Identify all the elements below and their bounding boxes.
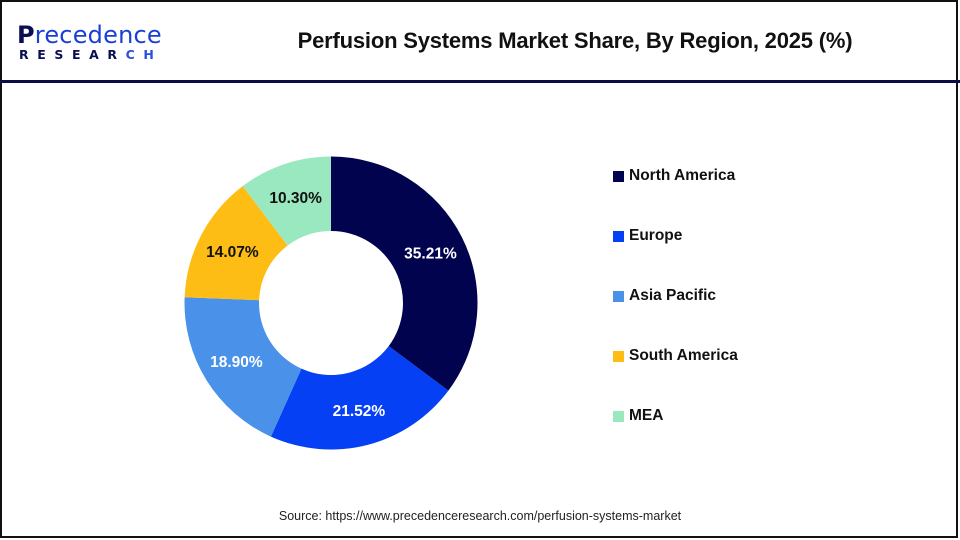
slice-label-asia-pacific: 18.90% — [210, 354, 263, 371]
legend-swatch-south-america — [613, 350, 624, 362]
slice-label-south-america: 14.07% — [206, 244, 259, 261]
legend-swatch-north-america — [613, 170, 624, 182]
legend-swatch-europe — [613, 230, 624, 242]
donut-slice-labels: 35.21% 21.52% 18.90% 14.07% 10.30% — [206, 190, 457, 420]
header-separator — [0, 80, 960, 83]
logo-word: recedence — [34, 21, 162, 49]
legend-item-mea: MEA — [613, 406, 663, 426]
precedence-research-logo: Precedence RESEARCH — [17, 21, 162, 62]
logo-initial: P — [17, 21, 35, 49]
legend-label: MEA — [629, 407, 664, 424]
slice-asia-pacific — [184, 297, 302, 437]
logo-subword: RESEAR — [19, 47, 126, 62]
slice-label-north-america: 35.21% — [404, 246, 457, 263]
legend-label: South America — [629, 347, 738, 364]
legend-item-europe: Europe — [613, 226, 682, 246]
slice-north-america — [331, 156, 478, 391]
legend-label: North America — [629, 167, 736, 184]
slice-south-america — [184, 186, 288, 301]
header: Precedence RESEARCH Perfusion Systems Ma… — [0, 0, 960, 81]
slice-mea — [242, 156, 331, 246]
legend-swatch-mea — [613, 410, 624, 422]
slice-label-europe: 21.52% — [333, 403, 386, 420]
logo-subword-accent: CH — [125, 47, 163, 62]
legend-item-asia-pacific: Asia Pacific — [613, 286, 716, 306]
legend-item-south-america: South America — [613, 346, 738, 366]
legend-label: Europe — [629, 227, 683, 244]
legend-swatch-asia-pacific — [613, 290, 624, 302]
slice-label-mea: 10.30% — [269, 190, 322, 207]
donut-slices — [184, 156, 478, 450]
legend-item-north-america: North America — [613, 166, 735, 186]
chart-title: Perfusion Systems Market Share, By Regio… — [297, 28, 853, 53]
legend-label: Asia Pacific — [629, 287, 717, 304]
slice-europe — [270, 346, 449, 450]
source-citation: Source: https://www.precedenceresearch.c… — [278, 509, 682, 523]
